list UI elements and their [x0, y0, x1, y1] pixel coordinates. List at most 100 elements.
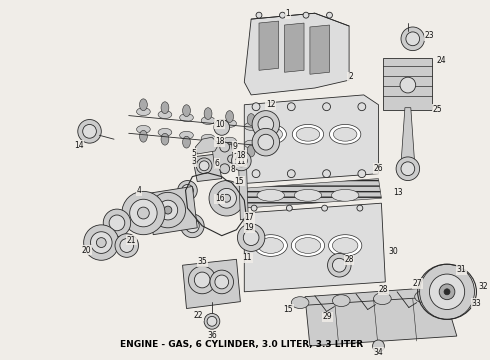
Text: ENGINE - GAS, 6 CYLINDER, 3.0 LITER, 3.3 LITER: ENGINE - GAS, 6 CYLINDER, 3.0 LITER, 3.3… [120, 340, 363, 349]
Ellipse shape [223, 120, 237, 127]
Ellipse shape [406, 32, 419, 46]
Ellipse shape [245, 122, 258, 130]
Ellipse shape [400, 77, 416, 93]
Text: 23: 23 [424, 31, 434, 40]
Ellipse shape [164, 206, 172, 214]
Ellipse shape [236, 155, 247, 167]
Text: 32: 32 [478, 282, 488, 291]
Ellipse shape [78, 120, 101, 143]
Ellipse shape [372, 340, 384, 352]
Ellipse shape [220, 142, 230, 152]
Ellipse shape [415, 291, 432, 303]
Ellipse shape [303, 12, 309, 18]
Text: 22: 22 [194, 311, 203, 320]
Ellipse shape [258, 238, 284, 253]
Ellipse shape [332, 258, 346, 272]
Text: 24: 24 [436, 55, 446, 64]
Ellipse shape [199, 161, 209, 171]
Polygon shape [310, 25, 329, 74]
Ellipse shape [328, 235, 362, 256]
Ellipse shape [183, 105, 191, 117]
Text: 28: 28 [344, 255, 354, 264]
Text: 27: 27 [413, 279, 422, 288]
Ellipse shape [292, 125, 323, 144]
Ellipse shape [252, 103, 260, 111]
Text: 21: 21 [127, 236, 136, 245]
Ellipse shape [256, 12, 262, 18]
Ellipse shape [182, 184, 194, 196]
Ellipse shape [258, 117, 274, 132]
Ellipse shape [140, 99, 147, 111]
Text: 29: 29 [322, 312, 332, 321]
Ellipse shape [161, 102, 169, 114]
Text: 14: 14 [74, 141, 83, 150]
Ellipse shape [201, 117, 215, 125]
Ellipse shape [257, 189, 285, 201]
Ellipse shape [321, 205, 327, 211]
Text: 33: 33 [471, 299, 481, 308]
Ellipse shape [322, 170, 330, 177]
Ellipse shape [115, 234, 139, 257]
Polygon shape [245, 95, 378, 184]
Ellipse shape [204, 139, 212, 151]
Ellipse shape [223, 137, 237, 145]
Text: 19: 19 [245, 223, 254, 232]
Ellipse shape [258, 134, 274, 150]
Ellipse shape [120, 239, 134, 252]
Text: 13: 13 [393, 188, 403, 197]
Ellipse shape [186, 219, 199, 233]
Polygon shape [196, 137, 219, 154]
Polygon shape [183, 259, 241, 309]
Ellipse shape [180, 114, 194, 121]
Text: 9: 9 [233, 142, 238, 151]
Ellipse shape [122, 192, 165, 235]
Text: 28: 28 [378, 285, 388, 294]
Polygon shape [193, 154, 222, 181]
Ellipse shape [247, 145, 255, 157]
Ellipse shape [97, 238, 106, 247]
Text: 10: 10 [215, 120, 224, 129]
Ellipse shape [137, 108, 150, 116]
Ellipse shape [255, 125, 286, 144]
Ellipse shape [358, 170, 366, 177]
Ellipse shape [232, 151, 251, 171]
Ellipse shape [137, 125, 150, 133]
Ellipse shape [150, 192, 186, 228]
Ellipse shape [294, 189, 321, 201]
Ellipse shape [396, 157, 419, 181]
Ellipse shape [217, 188, 237, 208]
Ellipse shape [373, 293, 391, 305]
Polygon shape [242, 179, 381, 208]
Text: 8: 8 [231, 165, 235, 174]
Ellipse shape [130, 199, 157, 227]
Ellipse shape [358, 103, 366, 111]
Ellipse shape [158, 129, 172, 136]
Text: 16: 16 [215, 194, 224, 203]
Text: 18: 18 [237, 151, 246, 160]
Ellipse shape [209, 181, 245, 216]
Ellipse shape [287, 103, 295, 111]
Text: 30: 30 [388, 247, 398, 256]
Text: 4: 4 [137, 186, 142, 195]
Ellipse shape [327, 253, 351, 277]
Ellipse shape [226, 142, 234, 154]
Ellipse shape [439, 284, 455, 300]
Ellipse shape [140, 130, 147, 142]
Ellipse shape [296, 127, 319, 141]
Ellipse shape [402, 81, 414, 89]
Ellipse shape [419, 264, 474, 319]
Text: 3: 3 [192, 157, 196, 166]
Ellipse shape [91, 232, 112, 253]
Polygon shape [305, 287, 457, 346]
Ellipse shape [429, 274, 465, 310]
Ellipse shape [207, 316, 217, 326]
Ellipse shape [183, 136, 191, 148]
Polygon shape [259, 21, 279, 70]
Ellipse shape [245, 140, 258, 148]
Polygon shape [245, 13, 349, 95]
Ellipse shape [291, 297, 309, 309]
Text: 6: 6 [215, 159, 220, 168]
Ellipse shape [254, 235, 287, 256]
Ellipse shape [210, 270, 234, 294]
Ellipse shape [181, 214, 204, 238]
